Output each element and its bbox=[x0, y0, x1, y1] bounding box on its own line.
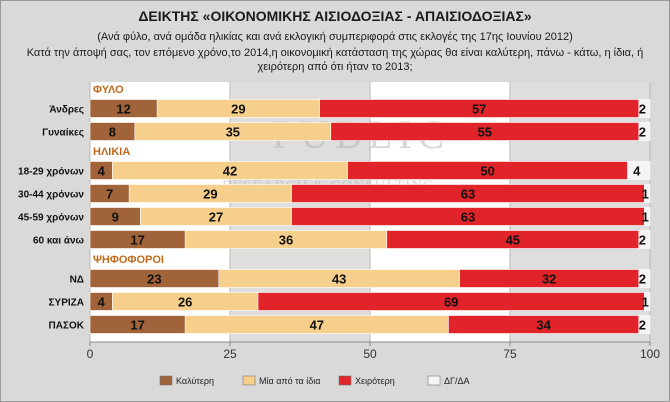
x-tick-label: 0 bbox=[87, 347, 94, 361]
x-tick-label: 100 bbox=[640, 347, 660, 361]
category-label: ΝΔ bbox=[70, 275, 84, 286]
category-label: 18-29 χρόνων bbox=[18, 167, 84, 178]
bar-dk bbox=[638, 315, 651, 334]
legend-swatch-worse bbox=[338, 375, 352, 386]
data-label: 34 bbox=[536, 318, 551, 333]
category-label: Γυναίκες bbox=[42, 128, 84, 139]
data-label: 2 bbox=[639, 272, 646, 287]
category-label: Άνδρες bbox=[49, 105, 84, 116]
data-label: 26 bbox=[178, 295, 192, 310]
data-label: 32 bbox=[542, 272, 556, 287]
legend-label: Χειρότερη bbox=[355, 376, 395, 386]
data-label: 63 bbox=[461, 210, 475, 225]
data-label: 63 bbox=[461, 187, 475, 202]
data-label: 4 bbox=[98, 295, 106, 310]
data-label: 27 bbox=[209, 210, 223, 225]
data-label: 55 bbox=[478, 125, 492, 140]
bar-dk bbox=[644, 207, 651, 226]
data-label: 29 bbox=[231, 102, 245, 117]
data-label: 2 bbox=[639, 102, 646, 117]
legend-swatch-better bbox=[159, 375, 173, 386]
legend-swatch-same bbox=[242, 375, 256, 386]
data-label: 45 bbox=[506, 233, 520, 248]
category-label: ΠΑΣΟΚ bbox=[49, 321, 85, 332]
data-label: 17 bbox=[130, 318, 144, 333]
data-label: 2 bbox=[639, 125, 646, 140]
x-tick-label: 50 bbox=[363, 347, 377, 361]
category-label: 60 και άνω bbox=[33, 236, 85, 247]
category-label: 30-44 χρόνων bbox=[18, 190, 84, 201]
bar-dk bbox=[638, 269, 651, 288]
data-label: 1 bbox=[642, 187, 649, 202]
data-label: 57 bbox=[472, 102, 486, 117]
category-label: 45-59 χρόνων bbox=[18, 213, 84, 224]
x-tick-label: 75 bbox=[503, 347, 517, 361]
section-label: ΗΛΙΚΙΑ bbox=[93, 146, 130, 158]
bar-dk bbox=[644, 184, 651, 203]
data-label: 36 bbox=[279, 233, 293, 248]
data-label: 47 bbox=[310, 318, 324, 333]
legend-label: ΔΓ/ΔΑ bbox=[444, 376, 469, 386]
data-label: 2 bbox=[639, 233, 646, 248]
data-label: 8 bbox=[109, 125, 116, 140]
data-label: 4 bbox=[633, 164, 641, 179]
category-label: ΣΥΡΙΖΑ bbox=[49, 298, 84, 309]
chart-subtitle: (Ανά φύλο, ανά ομάδα ηλικίας και ανά εκλ… bbox=[97, 31, 573, 43]
data-label: 1 bbox=[642, 295, 649, 310]
legend-swatch-dk bbox=[427, 375, 441, 386]
x-tick-label: 25 bbox=[223, 347, 237, 361]
data-label: 17 bbox=[130, 233, 144, 248]
data-label: 42 bbox=[223, 164, 237, 179]
legend-label: Καλύτερη bbox=[176, 376, 214, 386]
data-label: 23 bbox=[147, 272, 161, 287]
data-label: 69 bbox=[444, 295, 458, 310]
bar-dk bbox=[638, 230, 651, 249]
data-label: 35 bbox=[226, 125, 240, 140]
chart-title: ΔΕΙΚΤΗΣ «ΟΙΚΟΝΟΜΙΚΗΣ ΑΙΣΙΟΔΟΞΙΑΣ - ΑΠΑΙΣ… bbox=[138, 8, 532, 24]
legend-label: Μία από τα ίδια bbox=[259, 376, 320, 386]
section-label: ΦΥΛΟ bbox=[93, 84, 124, 96]
data-label: 29 bbox=[203, 187, 217, 202]
data-label: 43 bbox=[332, 272, 346, 287]
section-label: ΨΗΦΟΦΟΡΟΙ bbox=[93, 254, 164, 266]
data-label: 12 bbox=[116, 102, 130, 117]
data-label: 4 bbox=[98, 164, 106, 179]
data-label: 2 bbox=[639, 318, 646, 333]
data-label: 1 bbox=[642, 210, 649, 225]
data-label: 50 bbox=[480, 164, 494, 179]
bar-dk bbox=[638, 122, 651, 141]
data-label: 9 bbox=[112, 210, 119, 225]
bar-dk bbox=[627, 161, 651, 180]
bar-dk bbox=[644, 292, 651, 311]
data-label: 7 bbox=[106, 187, 113, 202]
bar-dk bbox=[638, 99, 651, 118]
survey-question: Κατά την άποψή σας, τον επόμενο χρόνο,το… bbox=[26, 47, 644, 73]
